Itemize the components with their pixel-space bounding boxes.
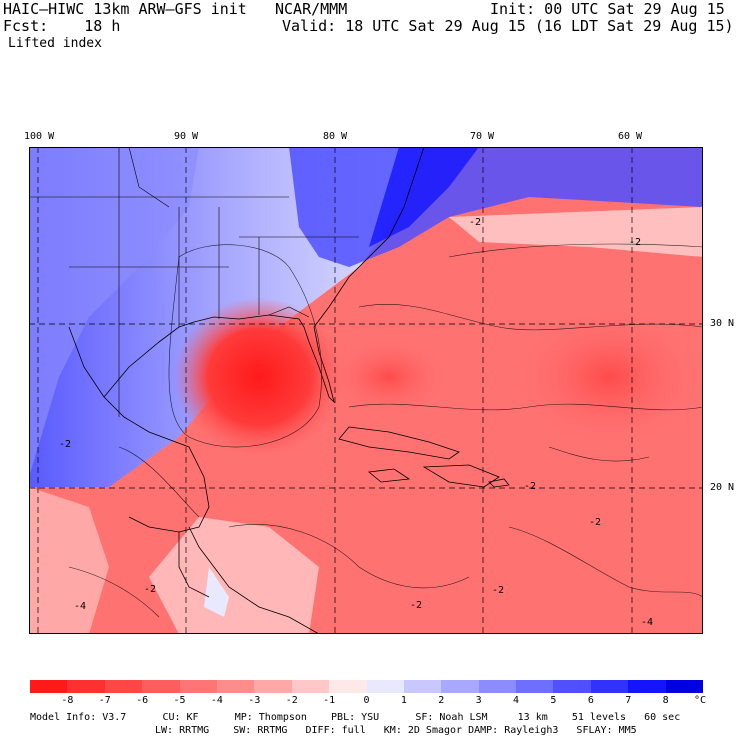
colorbar-tick-label: -6: [136, 695, 149, 706]
colorbar-cell: [478, 680, 517, 693]
colorbar-tick-label: -7: [98, 695, 111, 706]
contour-label: -2: [410, 600, 422, 611]
colorbar-cell: [628, 680, 667, 693]
stable-patch-honduras: [204, 567, 229, 617]
colorbar-tick-label: -2: [285, 695, 298, 706]
lon-label-70w: 70 W: [470, 131, 495, 142]
model-info-line2: LW: RRTMG SW: RRTMG DIFF: full KM: 2D Sm…: [155, 725, 637, 736]
lon-label-90w: 90 W: [174, 131, 199, 142]
contour-label: -2: [629, 237, 641, 248]
instability-core-bahamas: [329, 337, 449, 417]
colorbar-tick-label: -4: [210, 695, 223, 706]
colorbar-tick-label: 0: [363, 695, 370, 706]
colorbar-tick-label: 5: [550, 695, 557, 706]
init-time: Init: 00 UTC Sat 29 Aug 15: [490, 0, 725, 18]
colorbar-cell: [553, 680, 592, 693]
lat-label-20n: 20 N: [710, 482, 735, 493]
instability-core-atlantic: [514, 307, 703, 447]
contour-label: -2: [524, 481, 536, 492]
contour-label: -4: [641, 617, 653, 628]
lon-label-60w: 60 W: [618, 131, 643, 142]
colorbar-cell: [254, 680, 293, 693]
colorbar-tick-label: -3: [248, 695, 261, 706]
contour-label: -2: [589, 517, 601, 528]
colorbar-cell: [590, 680, 629, 693]
stable-region-west: [29, 147, 199, 477]
lat-lon-grid: [29, 147, 703, 634]
colorbar-tick-label: 6: [587, 695, 594, 706]
state-borders: [29, 147, 359, 417]
colorbar-cell: [366, 680, 405, 693]
coastlines: [68, 147, 510, 634]
weak-unstable-mexico: [29, 487, 109, 634]
colorbar-unit: °C: [694, 695, 707, 706]
colorbar-cell: [142, 680, 181, 693]
colorbar-cell: [329, 680, 367, 693]
instability-core-gulf: [174, 297, 344, 457]
forecast-hour: Fcst: 18 h: [3, 17, 121, 35]
colorbar-cell: [665, 680, 704, 693]
colorbar-tick-label: 8: [662, 695, 669, 706]
lat-label-30n: 30 N: [710, 318, 735, 329]
colorbar-cell: [67, 680, 106, 693]
org-label: NCAR/MMM: [275, 0, 348, 18]
colorbar-tick-label: 4: [513, 695, 520, 706]
field-name: Lifted index: [8, 36, 102, 51]
contour-label: -2: [492, 585, 504, 596]
colorbar-cell: [403, 680, 442, 693]
colorbar-cell: [30, 680, 68, 693]
model-info-line1: Model Info: V3.7 CU: KF MP: Thompson PBL…: [30, 712, 681, 723]
lifted-index-map: -2 -2 -2 -2 -2 -4 -4 -2 -2 -2: [29, 147, 703, 634]
colorbar-cell: [291, 680, 330, 693]
colorbar-tick-label: -1: [323, 695, 336, 706]
colorbar-cell: [104, 680, 143, 693]
colorbar-tick-label: 1: [400, 695, 407, 706]
map-frame: [29, 147, 703, 634]
contour-label-group: -2 -2 -2 -2 -2 -4 -4 -2 -2 -2: [59, 217, 653, 628]
colorbar-tick-label: -5: [173, 695, 186, 706]
lon-label-100w: 100 W: [24, 131, 55, 142]
colorbar-cell: [441, 680, 480, 693]
lon-label-80w: 80 W: [323, 131, 348, 142]
colorbar-tick-label: 7: [625, 695, 632, 706]
model-title: HAIC–HIWC 13km ARW–GFS init: [3, 0, 247, 18]
contour-label: -2: [469, 217, 481, 228]
contour-label: -2: [144, 584, 156, 595]
colorbar-cell: [516, 680, 554, 693]
contours: [68, 243, 703, 618]
contour-label: -2: [59, 439, 71, 450]
colorbar-tick-label: -8: [61, 695, 74, 706]
valid-time: Valid: 18 UTC Sat 29 Aug 15 (16 LDT Sat …: [282, 17, 734, 35]
colorbar-tick-label: 3: [475, 695, 482, 706]
colorbar-cell: [216, 680, 255, 693]
colorbar-tick-label: 2: [438, 695, 445, 706]
colorbar-cell: [179, 680, 218, 693]
weak-unstable-central-america: [149, 517, 319, 634]
contour-label: -4: [74, 601, 86, 612]
